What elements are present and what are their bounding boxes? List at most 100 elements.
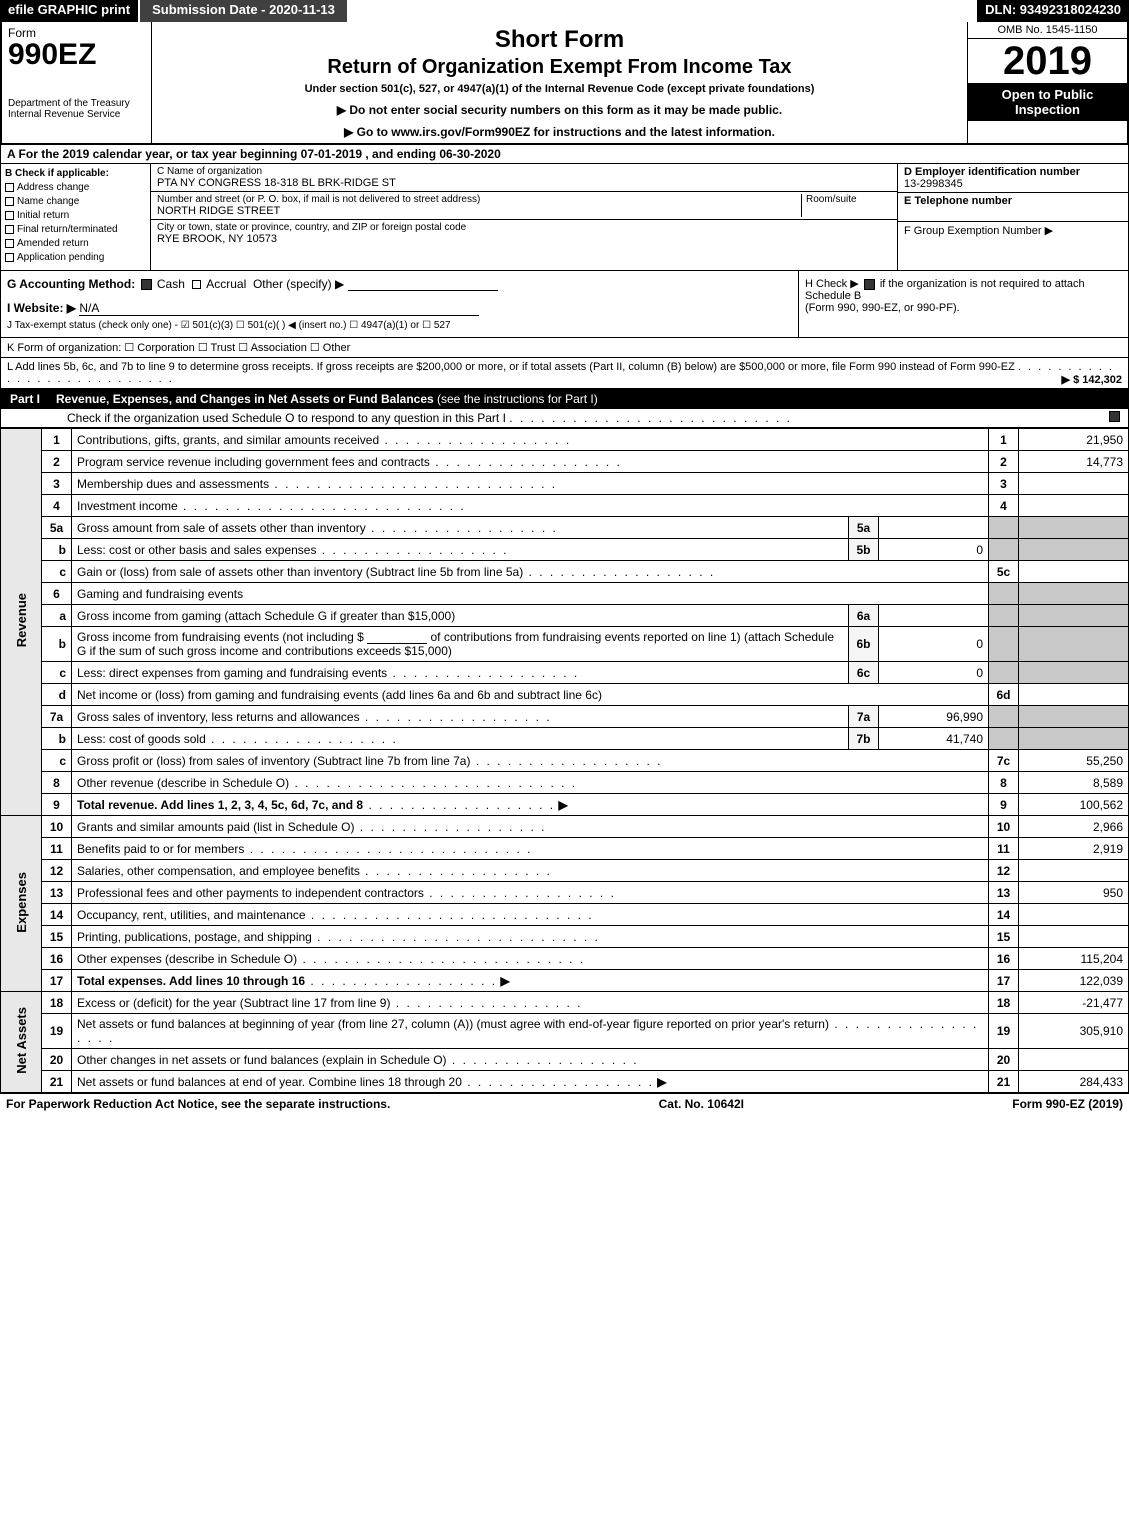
l13-num: 13 [42, 882, 72, 904]
l13-amt: 950 [1019, 882, 1129, 904]
dept-treasury: Department of the Treasury [8, 98, 145, 109]
l9-amt: 100,562 [1019, 794, 1129, 816]
l5b-grey1 [989, 539, 1019, 561]
return-title: Return of Organization Exempt From Incom… [162, 56, 957, 79]
l1-desc: Contributions, gifts, grants, and simila… [77, 433, 379, 447]
street-label: Number and street (or P. O. box, if mail… [157, 194, 801, 205]
row-7a: 7a Gross sales of inventory, less return… [1, 706, 1129, 728]
submission-date: Submission Date - 2020-11-13 [138, 0, 347, 22]
l6c-iv: 0 [879, 662, 989, 684]
l6c-grey1 [989, 662, 1019, 684]
l8-desc: Other revenue (describe in Schedule O) [77, 776, 289, 790]
l5a-grey1 [989, 517, 1019, 539]
row-16: 16 Other expenses (describe in Schedule … [1, 948, 1129, 970]
l9-num: 9 [42, 794, 72, 816]
row-4: 4 Investment income 4 [1, 495, 1129, 517]
l16-ln: 16 [989, 948, 1019, 970]
g-cash-check[interactable] [141, 279, 152, 290]
city-value: RYE BROOK, NY 10573 [157, 233, 891, 245]
l7a-grey1 [989, 706, 1019, 728]
l17-num: 17 [42, 970, 72, 992]
chk-amended-return[interactable]: Amended return [5, 238, 146, 249]
row-19: 19 Net assets or fund balances at beginn… [1, 1014, 1129, 1049]
chk-initial-return[interactable]: Initial return [5, 210, 146, 221]
chk-address-change[interactable]: Address change [5, 182, 146, 193]
l21-num: 21 [42, 1071, 72, 1093]
l10-amt: 2,966 [1019, 816, 1129, 838]
l7a-grey2 [1019, 706, 1129, 728]
chk-name-change[interactable]: Name change [5, 196, 146, 207]
l7b-in: 7b [849, 728, 879, 750]
l7a-iv: 96,990 [879, 706, 989, 728]
l7c-num: c [42, 750, 72, 772]
l18-amt: -21,477 [1019, 992, 1129, 1014]
l16-amt: 115,204 [1019, 948, 1129, 970]
chk-pending-label: Application pending [17, 252, 104, 263]
l6a-iv [879, 605, 989, 627]
line-j: J Tax-exempt status (check only one) - ☑… [7, 320, 792, 331]
l6-num: 6 [42, 583, 72, 605]
l4-num: 4 [42, 495, 72, 517]
l7b-num: b [42, 728, 72, 750]
l6d-ln: 6d [989, 684, 1019, 706]
chk-application-pending[interactable]: Application pending [5, 252, 146, 263]
line-h: H Check ▶ if the organization is not req… [798, 271, 1128, 337]
l6c-num: c [42, 662, 72, 684]
l5b-iv: 0 [879, 539, 989, 561]
l1-amt: 21,950 [1019, 429, 1129, 451]
irs-label: Internal Revenue Service [8, 109, 145, 120]
l5b-in: 5b [849, 539, 879, 561]
line-i: I Website: ▶ N/A [7, 301, 792, 316]
chk-final-return[interactable]: Final return/terminated [5, 224, 146, 235]
l-text: L Add lines 5b, 6c, and 7b to line 9 to … [7, 361, 1015, 373]
row-5a: 5a Gross amount from sale of assets othe… [1, 517, 1129, 539]
l4-amt [1019, 495, 1129, 517]
row-20: 20 Other changes in net assets or fund b… [1, 1049, 1129, 1071]
ein-value: 13-2998345 [904, 178, 1122, 190]
l5a-desc: Gross amount from sale of assets other t… [77, 521, 366, 535]
g-other-input[interactable] [348, 277, 498, 291]
l15-desc: Printing, publications, postage, and shi… [77, 930, 312, 944]
l6c-grey2 [1019, 662, 1129, 684]
check-o-row: Check if the organization used Schedule … [0, 409, 1129, 428]
row-11: 11 Benefits paid to or for members 11 2,… [1, 838, 1129, 860]
h-text3: (Form 990, 990-EZ, or 990-PF). [805, 302, 960, 314]
l17-amt: 122,039 [1019, 970, 1129, 992]
go-to-link[interactable]: ▶ Go to www.irs.gov/Form990EZ for instru… [162, 125, 957, 139]
part1-sub: (see the instructions for Part I) [437, 392, 598, 406]
col-c-org-info: C Name of organization PTA NY CONGRESS 1… [151, 164, 898, 270]
chk-amended-label: Amended return [17, 238, 89, 249]
l10-num: 10 [42, 816, 72, 838]
l3-amt [1019, 473, 1129, 495]
l3-num: 3 [42, 473, 72, 495]
h-check[interactable] [864, 279, 875, 290]
l5a-in: 5a [849, 517, 879, 539]
dln-label: DLN: 93492318024230 [977, 0, 1129, 22]
l6d-num: d [42, 684, 72, 706]
l6b-blank[interactable] [367, 630, 427, 644]
l9-desc: Total revenue. Add lines 1, 2, 3, 4, 5c,… [77, 798, 363, 812]
l5c-num: c [42, 561, 72, 583]
efile-print-label[interactable]: efile GRAPHIC print [0, 0, 138, 22]
footer-right: Form 990-EZ (2019) [1012, 1097, 1123, 1111]
l6a-num: a [42, 605, 72, 627]
l4-ln: 4 [989, 495, 1019, 517]
h-text1: H Check ▶ [805, 278, 862, 290]
row-7c: c Gross profit or (loss) from sales of i… [1, 750, 1129, 772]
check-o-text: Check if the organization used Schedule … [67, 411, 506, 425]
g-accrual-check[interactable] [192, 280, 201, 289]
l15-ln: 15 [989, 926, 1019, 948]
header-right: OMB No. 1545-1150 2019 Open to Public In… [967, 22, 1127, 143]
l5b-desc: Less: cost or other basis and sales expe… [77, 543, 316, 557]
l12-ln: 12 [989, 860, 1019, 882]
l8-num: 8 [42, 772, 72, 794]
l5c-ln: 5c [989, 561, 1019, 583]
l6a-grey1 [989, 605, 1019, 627]
footer-mid: Cat. No. 10642I [659, 1097, 744, 1111]
line-k: K Form of organization: ☐ Corporation ☐ … [0, 338, 1129, 358]
row-2: 2 Program service revenue including gove… [1, 451, 1129, 473]
col-b-checkboxes: B Check if applicable: Address change Na… [1, 164, 151, 270]
chk-address-label: Address change [17, 182, 89, 193]
check-o-box[interactable] [1109, 411, 1120, 422]
short-form-title: Short Form [162, 26, 957, 54]
